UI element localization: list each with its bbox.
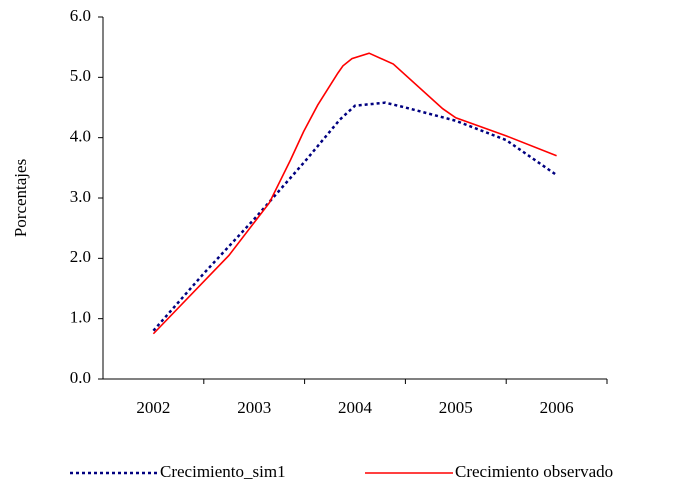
y-tick-label: 4.0 [70, 127, 91, 146]
y-axis-label: Porcentajes [11, 159, 30, 237]
data-line [152, 101, 558, 332]
y-tick-label: 6.0 [70, 6, 91, 25]
y-tick-label: 0.0 [70, 368, 91, 387]
x-tick-label: 2002 [136, 398, 170, 417]
y-tick-label: 1.0 [70, 308, 91, 327]
x-tick-label: 2006 [540, 398, 574, 417]
data-line [152, 52, 557, 335]
legend-label: Crecimiento_sim1 [160, 462, 286, 481]
x-tick-label: 2003 [237, 398, 271, 417]
y-tick-label: 3.0 [70, 187, 91, 206]
x-tick-label: 2004 [338, 398, 373, 417]
x-tick-label: 2005 [439, 398, 473, 417]
legend-label: Crecimiento observado [455, 462, 613, 481]
y-tick-label: 5.0 [70, 66, 91, 85]
y-tick-label: 2.0 [70, 247, 91, 266]
